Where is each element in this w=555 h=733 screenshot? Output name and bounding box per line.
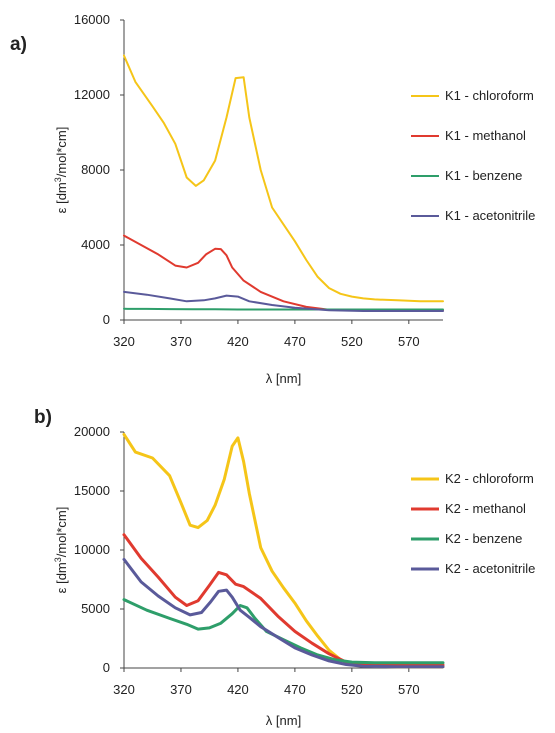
- x-tick-label: 570: [398, 334, 420, 349]
- series-line: [122, 598, 445, 665]
- y-axis-title: ε [dm3/mol*cm]: [53, 507, 69, 594]
- x-tick-label: 520: [341, 334, 363, 349]
- panel-label: a): [10, 34, 27, 55]
- series-line: [122, 432, 445, 669]
- legend: K1 - chloroform K1 - methanol K1 - benzene…: [411, 88, 535, 223]
- x-tick-label: 320: [113, 682, 135, 697]
- legend: K2 - chloroform K2 - methanol K2 - benzene…: [411, 471, 535, 576]
- panel-label: b): [34, 407, 52, 428]
- x-axis-title: λ [nm]: [266, 713, 301, 728]
- legend-label: K1 - methanol: [445, 128, 526, 143]
- legend-label: K2 - benzene: [445, 531, 522, 546]
- legend-label: K1 - chloroform: [445, 88, 534, 103]
- y-axis-title-rest: /mol*cm]: [54, 127, 69, 178]
- series-line: [123, 290, 444, 312]
- y-tick-label: 16000: [74, 12, 110, 27]
- series-line: [122, 557, 445, 669]
- chart-panel-b: b) 0 5000 10000 15000 20000 320 370 420 470 520 570…: [34, 407, 535, 728]
- y-axis-title: ε [dm3/mol*cm]: [53, 127, 69, 214]
- y-tick-label: 5000: [81, 601, 110, 616]
- legend-label: K2 - methanol: [445, 501, 526, 516]
- y-axis-title-main: ε [dm: [54, 182, 69, 213]
- legend-label: K1 - acetonitrile: [445, 208, 535, 223]
- x-tick-label: 470: [284, 682, 306, 697]
- x-tick-label: 370: [170, 334, 192, 349]
- legend-label: K2 - acetonitrile: [445, 561, 535, 576]
- series-line: [123, 54, 444, 303]
- x-axis-title: λ [nm]: [266, 371, 301, 386]
- y-tick-label: 20000: [74, 424, 110, 439]
- x-tick-label: 520: [341, 682, 363, 697]
- x-tick-label: 470: [284, 334, 306, 349]
- x-tick-label: 320: [113, 334, 135, 349]
- legend-label: K2 - chloroform: [445, 471, 534, 486]
- y-tick-label: 10000: [74, 542, 110, 557]
- y-tick-label: 4000: [81, 237, 110, 252]
- x-tick-label: 420: [227, 682, 249, 697]
- y-tick-label: 15000: [74, 483, 110, 498]
- series-line: [123, 307, 444, 311]
- y-tick-label: 0: [103, 660, 110, 675]
- x-tick-label: 570: [398, 682, 420, 697]
- y-tick-label: 0: [103, 312, 110, 327]
- y-axis-title-superscript: 3: [53, 177, 63, 182]
- legend-label: K1 - benzene: [445, 168, 522, 183]
- y-tick-label: 12000: [74, 87, 110, 102]
- y-axis-title-rest: /mol*cm]: [54, 507, 69, 558]
- y-axis-title-superscript: 3: [53, 557, 63, 562]
- series-line: [122, 533, 445, 667]
- y-axis-title-main: ε [dm: [54, 562, 69, 593]
- chart-panel-a: a) 0 4000 8000 12000 16000 320 370 420 470 520 570 λ…: [10, 12, 535, 386]
- x-tick-label: 420: [227, 334, 249, 349]
- x-tick-label: 370: [170, 682, 192, 697]
- y-tick-label: 8000: [81, 162, 110, 177]
